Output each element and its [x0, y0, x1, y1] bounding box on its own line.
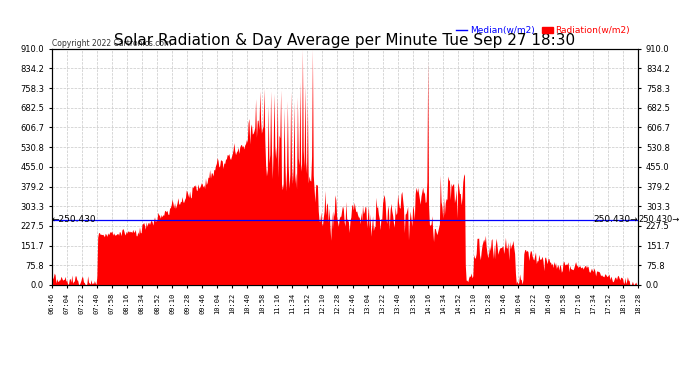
- Text: 250.430→: 250.430→: [593, 216, 638, 225]
- Legend: Median(w/m2), Radiation(w/m2): Median(w/m2), Radiation(w/m2): [453, 22, 633, 39]
- Text: 250.430→: 250.430→: [638, 216, 680, 225]
- Text: ←250.430: ←250.430: [52, 216, 97, 225]
- Title: Solar Radiation & Day Average per Minute Tue Sep 27 18:30: Solar Radiation & Day Average per Minute…: [115, 33, 575, 48]
- Text: Copyright 2022 Cartronics.com: Copyright 2022 Cartronics.com: [52, 39, 171, 48]
